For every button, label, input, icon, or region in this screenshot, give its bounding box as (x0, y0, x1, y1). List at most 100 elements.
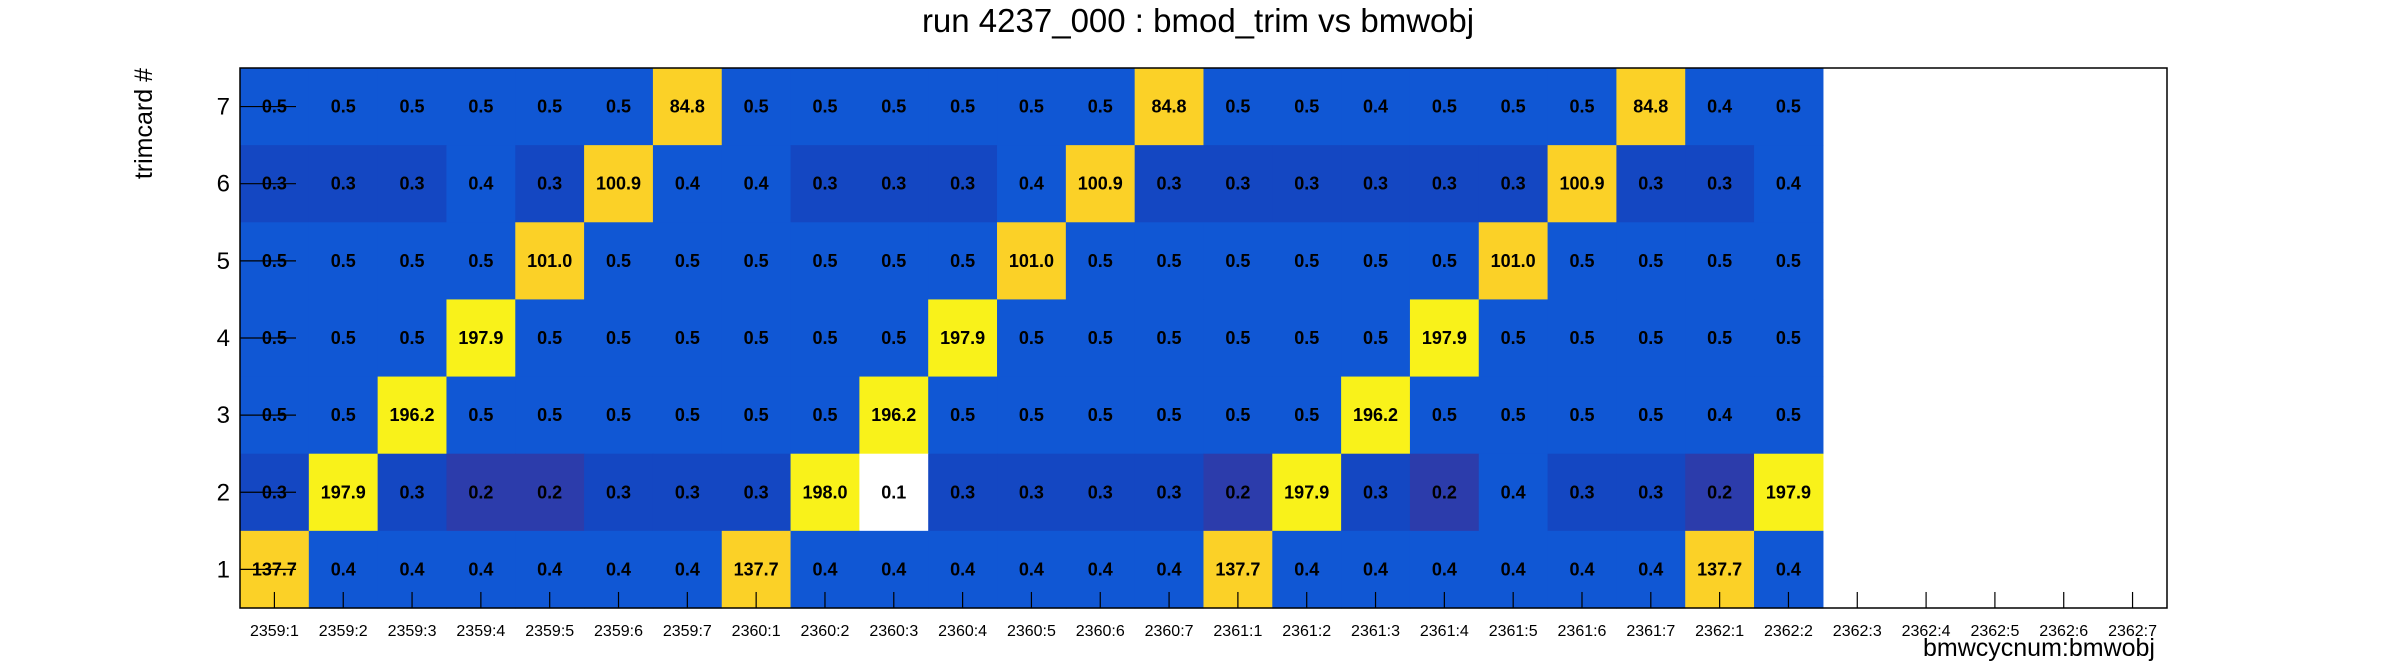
heatmap-cell (1478, 299, 1549, 378)
x-tick-label: 2359:4 (456, 623, 505, 640)
heatmap-cell (997, 145, 1067, 223)
cell-value-label: 0.4 (1501, 559, 1526, 579)
cell-value-label: 0.4 (881, 559, 906, 579)
x-tick-label: 2359:1 (250, 623, 299, 640)
heatmap-cell (1685, 299, 1755, 378)
heatmap-cell (1547, 145, 1617, 223)
y-tick-label: 1 (217, 556, 230, 583)
heatmap-cell (377, 453, 448, 532)
y-tick-label: 5 (217, 248, 230, 275)
heatmap-cell (652, 376, 723, 455)
heatmap-cell (308, 222, 379, 301)
heatmap-cell (308, 376, 379, 455)
cell-value-label: 0.4 (675, 174, 700, 194)
heatmap-cell (308, 68, 379, 146)
x-tick-label: 2362:6 (2039, 623, 2088, 640)
cell-value-label: 0.5 (400, 328, 425, 348)
heatmap-cell (652, 299, 723, 378)
heatmap-cell (1478, 376, 1549, 455)
cell-value-label: 0.5 (1019, 97, 1044, 117)
cell-value-label: 0.2 (1707, 482, 1732, 502)
heatmap-cell (1134, 145, 1205, 223)
heatmap-cell (790, 145, 860, 223)
cell-value-label: 0.3 (812, 174, 837, 194)
cell-value-label: 0.4 (537, 559, 562, 579)
cell-value-label: 100.9 (1078, 174, 1123, 194)
heatmap-cell (1203, 222, 1273, 301)
cell-value-label: 0.5 (1225, 405, 1250, 425)
heatmap-cell (1478, 145, 1549, 223)
cell-value-label: 0.5 (812, 97, 837, 117)
cell-value-label: 0.3 (1569, 482, 1594, 502)
heatmap-cell (1134, 453, 1205, 532)
cell-value-label: 0.5 (1432, 97, 1457, 117)
heatmap-cell (1409, 453, 1480, 532)
cell-value-label: 197.9 (1422, 328, 1467, 348)
cell-value-label: 0.5 (950, 251, 975, 271)
cell-value-label: 0.5 (812, 405, 837, 425)
cell-value-label: 0.5 (400, 97, 425, 117)
heatmap-cell (1754, 145, 1824, 223)
cell-value-label: 0.3 (606, 482, 631, 502)
cell-value-label: 0.2 (1432, 482, 1457, 502)
heatmap-cell (446, 68, 516, 146)
cell-value-label: 0.5 (468, 97, 493, 117)
heatmap-cell (1203, 68, 1273, 146)
heatmap-cell (1478, 222, 1549, 301)
cell-value-label: 0.5 (1363, 251, 1388, 271)
x-tick-label: 2359:6 (594, 623, 643, 640)
cell-value-label: 0.5 (1432, 405, 1457, 425)
heatmap-cell (928, 376, 998, 455)
heatmap-cell (1203, 376, 1273, 455)
x-tick-label: 2361:2 (1282, 623, 1331, 640)
heatmap-cell (515, 145, 585, 223)
heatmap-cell (1272, 68, 1342, 146)
heatmap-cell (584, 453, 654, 532)
x-tick-label: 2362:4 (1902, 623, 1951, 640)
cell-value-label: 0.4 (1088, 559, 1113, 579)
heatmap-cell (1065, 453, 1136, 532)
cell-value-label: 0.5 (1501, 328, 1526, 348)
heatmap-cell (377, 222, 448, 301)
y-tick-label: 7 (217, 94, 230, 121)
cell-value-label: 0.4 (1569, 559, 1594, 579)
heatmap-cell (1409, 222, 1480, 301)
heatmap-cell (1685, 222, 1755, 301)
heatmap-cell (1685, 145, 1755, 223)
cell-value-label: 0.2 (1225, 482, 1250, 502)
x-tick-label: 2361:7 (1626, 623, 1675, 640)
heatmap-cell (1616, 453, 1686, 532)
cell-value-label: 0.5 (1776, 328, 1801, 348)
heatmap-cell (1341, 299, 1411, 378)
heatmap-cell (377, 68, 448, 146)
cell-value-label: 101.0 (1491, 251, 1536, 271)
heatmap-cell (446, 299, 516, 378)
cell-value-label: 0.4 (812, 559, 837, 579)
cell-value-label: 0.5 (606, 251, 631, 271)
cell-value-label: 0.4 (675, 559, 700, 579)
heatmap-cell (721, 376, 792, 455)
heatmap-cell (515, 299, 585, 378)
cell-value-label: 0.5 (881, 251, 906, 271)
x-tick-label: 2361:1 (1213, 623, 1262, 640)
heatmap-cell (1065, 376, 1136, 455)
heatmap-cell (1754, 222, 1824, 301)
heatmap-cell (859, 453, 929, 532)
cell-value-label: 0.4 (1501, 482, 1526, 502)
cell-value-label: 0.3 (950, 174, 975, 194)
cell-value-label: 0.4 (468, 559, 493, 579)
x-tick-label: 2359:5 (525, 623, 574, 640)
y-tick-label: 6 (217, 171, 230, 198)
heatmap-cell (308, 145, 379, 223)
cell-value-label: 0.5 (331, 405, 356, 425)
cell-value-label: 196.2 (1353, 405, 1398, 425)
heatmap-cell (515, 68, 585, 146)
cell-value-label: 84.8 (1152, 97, 1187, 117)
y-tick-label: 2 (217, 479, 230, 506)
cell-value-label: 0.5 (950, 405, 975, 425)
heatmap-cell (1547, 68, 1617, 146)
heatmap-cell (1547, 299, 1617, 378)
x-tick-label: 2362:1 (1695, 623, 1744, 640)
heatmap-cell (928, 145, 998, 223)
cell-value-label: 0.5 (812, 328, 837, 348)
